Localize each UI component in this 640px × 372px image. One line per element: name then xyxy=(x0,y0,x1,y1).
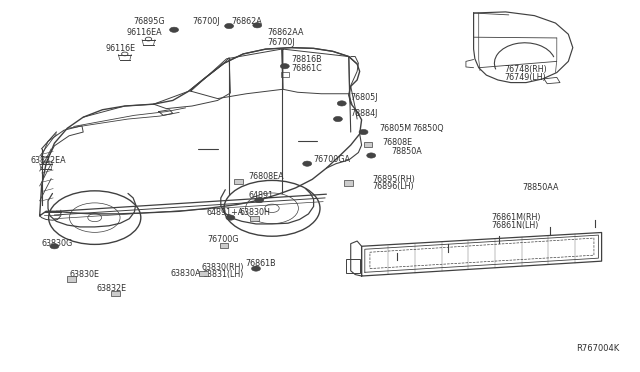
Text: 63830H: 63830H xyxy=(239,208,270,217)
Bar xyxy=(234,179,243,184)
Text: 76700G: 76700G xyxy=(207,235,239,244)
Text: 63831(LH): 63831(LH) xyxy=(202,270,243,279)
Text: 76895(RH): 76895(RH) xyxy=(372,175,415,184)
Text: R767004K: R767004K xyxy=(576,344,620,353)
Circle shape xyxy=(333,116,342,122)
Text: 78850AA: 78850AA xyxy=(522,183,559,192)
Circle shape xyxy=(280,64,289,69)
Bar xyxy=(250,216,259,221)
Text: 76808E: 76808E xyxy=(383,138,413,147)
Circle shape xyxy=(226,215,235,220)
Text: 76805J: 76805J xyxy=(351,93,378,102)
Text: 76850Q: 76850Q xyxy=(413,124,444,133)
Text: 76861C: 76861C xyxy=(291,64,322,73)
Circle shape xyxy=(359,129,368,135)
Text: 76808EA: 76808EA xyxy=(248,172,284,181)
Text: 63830(RH): 63830(RH) xyxy=(202,263,244,272)
Text: 76862A: 76862A xyxy=(231,17,262,26)
Text: 63830A: 63830A xyxy=(170,269,201,278)
Text: 78884J: 78884J xyxy=(351,109,378,118)
Bar xyxy=(346,259,360,273)
Text: 63830G: 63830G xyxy=(42,239,73,248)
Bar xyxy=(67,276,76,282)
Text: 76861N(LH): 76861N(LH) xyxy=(492,221,539,230)
Circle shape xyxy=(253,23,262,28)
Text: 96116EA: 96116EA xyxy=(126,28,162,37)
Text: 76895G: 76895G xyxy=(134,17,165,26)
Text: 76861M(RH): 76861M(RH) xyxy=(492,213,541,222)
Circle shape xyxy=(50,244,59,249)
Bar xyxy=(344,180,353,186)
Text: 76700J: 76700J xyxy=(193,17,220,26)
Text: 78816B: 78816B xyxy=(291,55,322,64)
Text: 96116E: 96116E xyxy=(105,44,136,53)
Bar xyxy=(364,142,372,147)
Text: 76805M: 76805M xyxy=(379,124,411,133)
Bar xyxy=(111,291,120,296)
Bar xyxy=(220,243,228,248)
Text: 76896(LH): 76896(LH) xyxy=(372,182,414,191)
Text: 64891+A: 64891+A xyxy=(207,208,244,217)
Circle shape xyxy=(252,266,260,271)
Text: 64891: 64891 xyxy=(248,191,274,200)
Text: 63832EA: 63832EA xyxy=(31,156,67,165)
Text: 76861B: 76861B xyxy=(246,259,276,268)
Text: 76749(LH): 76749(LH) xyxy=(504,73,546,82)
Circle shape xyxy=(170,27,179,32)
Text: 78850A: 78850A xyxy=(392,147,422,156)
Circle shape xyxy=(225,23,234,29)
Circle shape xyxy=(255,198,264,203)
Text: 63832E: 63832E xyxy=(97,284,127,293)
Circle shape xyxy=(303,161,312,166)
Text: 76862AA: 76862AA xyxy=(268,28,304,37)
Circle shape xyxy=(367,153,376,158)
Bar xyxy=(199,271,208,276)
Text: 76700J: 76700J xyxy=(268,38,295,47)
Text: 76748(RH): 76748(RH) xyxy=(504,65,547,74)
Text: 63830E: 63830E xyxy=(69,270,99,279)
Text: 76700GA: 76700GA xyxy=(314,155,351,164)
Circle shape xyxy=(337,101,346,106)
Bar xyxy=(281,72,289,77)
